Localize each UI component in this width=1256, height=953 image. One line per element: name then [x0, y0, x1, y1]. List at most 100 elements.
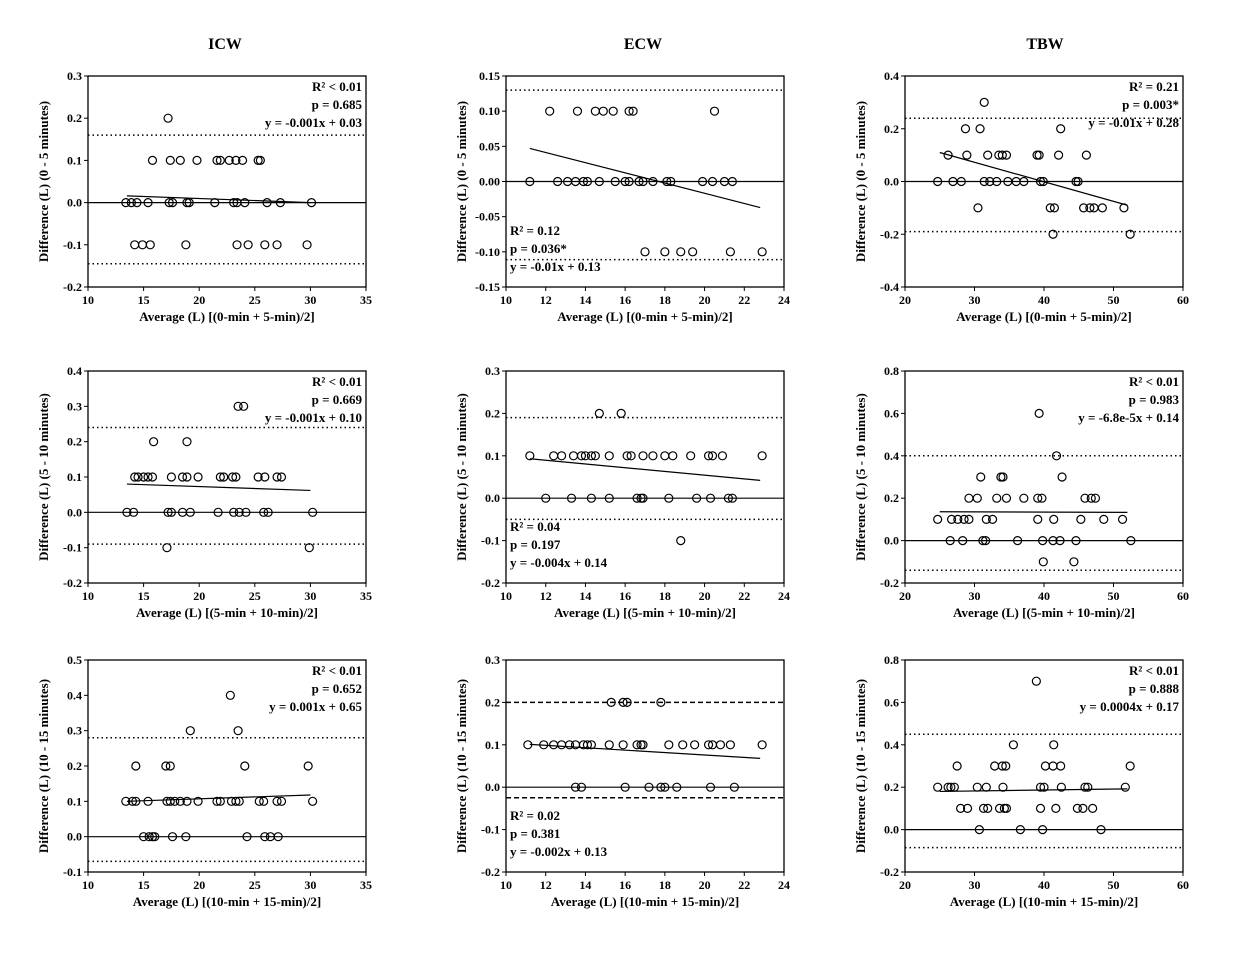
data-point — [1097, 203, 1107, 213]
data-point — [210, 198, 220, 208]
data-point — [662, 176, 672, 187]
data-point — [1051, 451, 1062, 461]
x-tick-label: 30 — [304, 589, 316, 603]
x-tick-label: 20 — [699, 293, 711, 307]
data-point — [231, 472, 241, 482]
data-point — [608, 106, 618, 116]
data-point — [668, 451, 678, 461]
data-point — [1090, 493, 1101, 503]
stats-line: p = 0.652 — [312, 681, 362, 696]
data-point — [131, 761, 141, 771]
x-tick-label: 40 — [1038, 293, 1050, 307]
plot-frame — [505, 659, 785, 873]
x-tick-label: 30 — [304, 293, 316, 307]
data-point — [576, 451, 587, 461]
y-tick-label: 0.4 — [884, 449, 899, 463]
data-point — [557, 740, 567, 750]
y-tick-label: 0.3 — [67, 724, 82, 738]
data-point — [1031, 676, 1041, 686]
data-point — [973, 203, 983, 213]
data-point — [972, 493, 982, 503]
data-point — [997, 761, 1007, 771]
x-tick-label: 50 — [1108, 878, 1120, 892]
data-point — [656, 782, 666, 792]
data-point — [992, 176, 1002, 187]
data-point — [590, 451, 600, 461]
data-point — [962, 803, 973, 813]
data-point — [703, 740, 714, 750]
y-tick-label: 0.4 — [67, 688, 82, 702]
data-point — [717, 451, 728, 461]
x-tick-label: 60 — [1177, 293, 1189, 307]
data-point — [624, 176, 634, 187]
stats-line: R² = 0.04 — [510, 519, 560, 534]
data-point — [1120, 782, 1130, 792]
x-tick-label: 30 — [969, 293, 981, 307]
data-point — [981, 536, 991, 546]
stats-line: R² = 0.12 — [510, 223, 560, 238]
data-point — [1076, 514, 1086, 524]
data-point — [240, 198, 250, 208]
x-tick-label: 15 — [138, 878, 150, 892]
data-point — [705, 782, 716, 792]
y-tick-label: -0.4 — [880, 280, 899, 294]
data-point — [1096, 825, 1106, 835]
y-tick-label: 0.2 — [884, 122, 899, 136]
x-tick-label: 16 — [619, 589, 631, 603]
y-tick-label: -0.05 — [475, 210, 500, 224]
data-point — [161, 761, 171, 771]
data-point — [213, 507, 223, 517]
data-point — [976, 472, 986, 482]
data-point — [618, 697, 628, 708]
data-point — [145, 240, 155, 250]
data-point — [566, 493, 577, 503]
data-point — [990, 761, 1000, 771]
x-tick-label: 16 — [619, 878, 631, 892]
data-point — [1034, 408, 1044, 419]
x-tick-label: 24 — [778, 878, 790, 892]
data-point — [149, 437, 159, 447]
y-tick-label: -0.2 — [63, 280, 82, 294]
y-tick-label: 0.2 — [884, 780, 899, 794]
data-point — [163, 113, 173, 123]
x-tick-label: 22 — [738, 878, 750, 892]
data-point — [582, 740, 593, 750]
data-point — [130, 472, 140, 482]
data-point — [1038, 536, 1048, 546]
data-point — [705, 493, 716, 503]
data-point — [1125, 229, 1135, 239]
stats-line: y = -6.8e-5x + 0.14 — [1078, 410, 1179, 425]
data-point — [182, 472, 192, 482]
data-point — [572, 106, 583, 116]
regression-line — [126, 483, 311, 492]
data-point — [234, 507, 244, 517]
x-tick-label: 40 — [1038, 878, 1050, 892]
x-tick-label: 20 — [899, 878, 911, 892]
data-point — [260, 832, 270, 842]
data-point — [953, 514, 963, 524]
data-point — [604, 740, 614, 750]
data-point — [1008, 740, 1019, 750]
data-point — [231, 796, 241, 806]
data-point — [185, 726, 195, 736]
data-point — [175, 796, 185, 806]
data-point — [709, 106, 720, 116]
data-point — [715, 740, 726, 750]
data-point — [121, 796, 131, 806]
data-point — [143, 796, 153, 806]
data-point — [263, 507, 273, 517]
data-point — [707, 176, 718, 187]
data-point — [272, 240, 282, 250]
chart-tbw-10-15: -0.2 0.0 0.2 0.4 0.6 0.8 20 30 40 50 60 Average (L)… — [853, 653, 1189, 909]
y-tick-label: 0.15 — [479, 69, 500, 83]
data-point — [564, 740, 575, 750]
data-point — [933, 782, 943, 792]
data-point — [1119, 203, 1129, 213]
x-axis-label: Average (L) [(10-min + 15-min)/2] — [133, 894, 321, 909]
y-tick-label: 0.1 — [67, 153, 82, 167]
y-tick-label: 0.1 — [67, 470, 82, 484]
data-point — [525, 176, 535, 187]
column-title-ecw: ECW — [623, 36, 663, 53]
y-tick-label: 0.2 — [67, 759, 82, 773]
stats-line: R² < 0.01 — [312, 663, 362, 678]
